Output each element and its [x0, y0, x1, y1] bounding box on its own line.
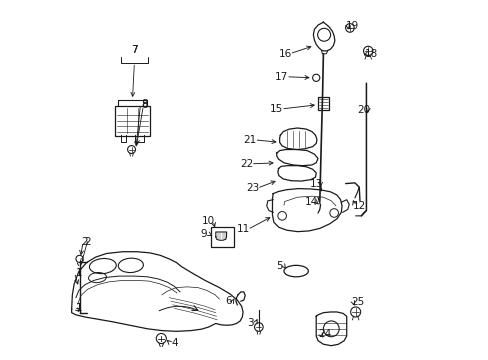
Text: 12: 12	[352, 201, 365, 211]
Text: 8: 8	[141, 99, 148, 109]
Text: 22: 22	[240, 159, 253, 169]
Text: 3: 3	[247, 319, 254, 328]
Text: 14: 14	[305, 197, 318, 207]
Text: 8: 8	[141, 100, 147, 110]
Text: 16: 16	[278, 49, 291, 59]
Text: 5: 5	[276, 261, 283, 271]
Text: 10: 10	[202, 216, 215, 226]
Text: 7: 7	[131, 45, 138, 55]
Text: 2: 2	[84, 237, 91, 247]
Text: 7: 7	[131, 45, 138, 55]
Text: 1: 1	[75, 303, 82, 314]
Text: 2: 2	[81, 237, 88, 247]
Text: 15: 15	[269, 104, 283, 114]
Text: 17: 17	[275, 72, 288, 82]
Text: 25: 25	[350, 297, 364, 307]
Text: 24: 24	[318, 329, 331, 339]
Text: 1: 1	[75, 267, 82, 278]
Text: 11: 11	[236, 225, 249, 234]
Text: 13: 13	[309, 179, 322, 189]
Text: 19: 19	[345, 21, 358, 31]
Text: 4: 4	[171, 338, 178, 348]
Text: 23: 23	[245, 183, 259, 193]
Text: 6: 6	[224, 296, 231, 306]
Text: 18: 18	[365, 49, 378, 59]
Text: 20: 20	[356, 105, 369, 115]
Text: 9: 9	[200, 229, 207, 239]
Text: 21: 21	[243, 135, 256, 145]
